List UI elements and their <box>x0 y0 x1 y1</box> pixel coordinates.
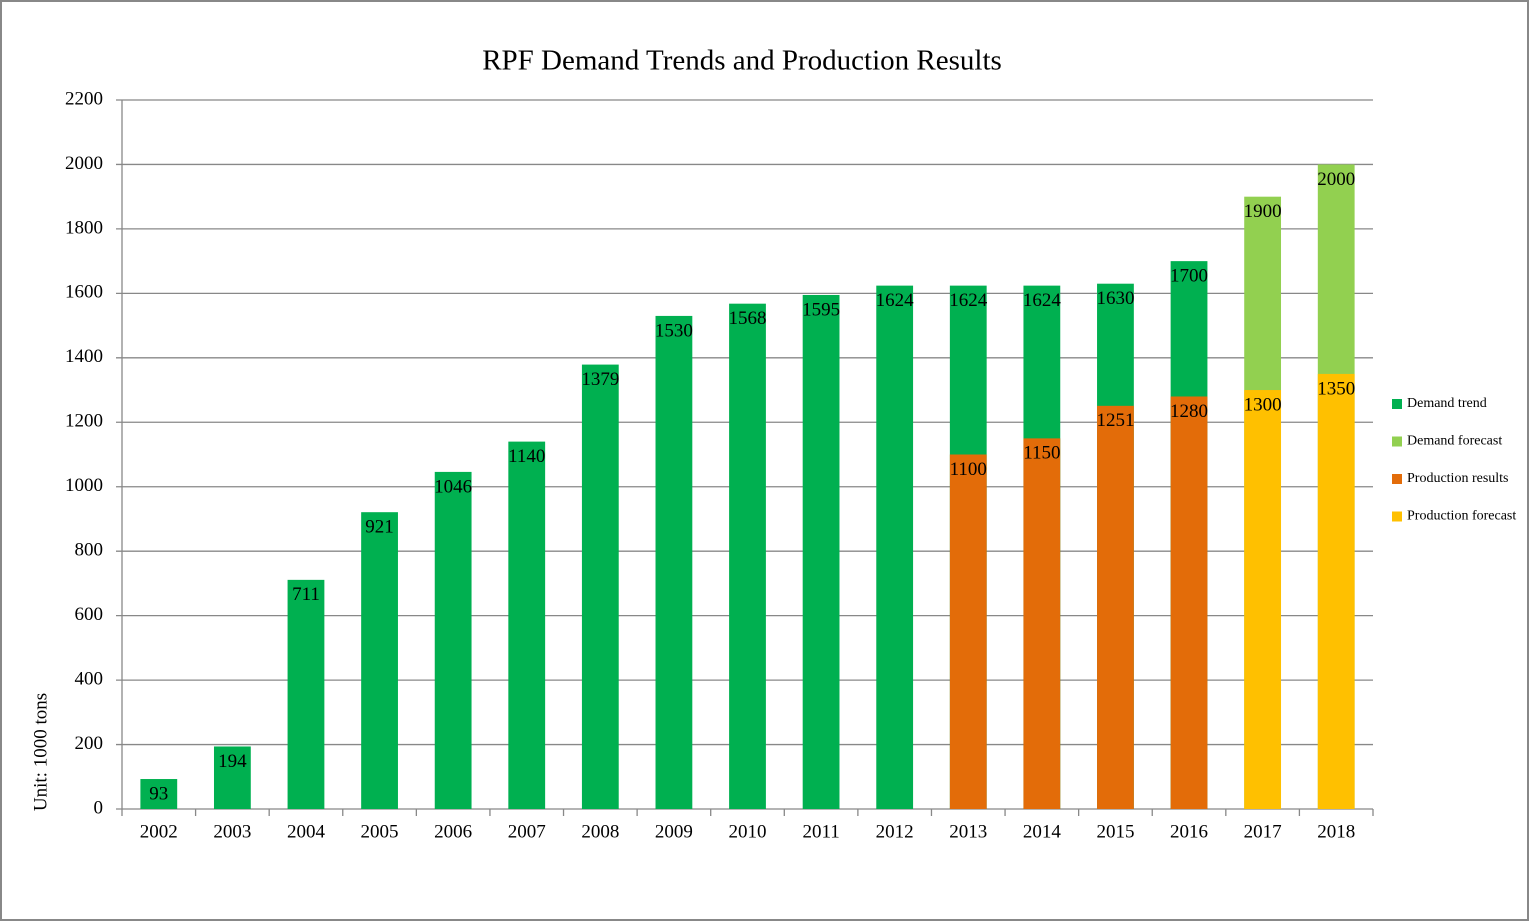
bar <box>1170 396 1208 809</box>
bar <box>287 579 325 809</box>
y-tick-label: 0 <box>94 797 104 818</box>
bar <box>949 454 987 809</box>
legend-label: Demand trend <box>1407 396 1487 411</box>
x-tick-label: 2002 <box>140 821 178 842</box>
y-tick-label: 2000 <box>65 153 103 174</box>
value-label: 1700 <box>1170 265 1208 286</box>
value-label: 1900 <box>1244 201 1282 222</box>
bar <box>655 315 693 809</box>
y-tick-label: 1400 <box>65 346 103 367</box>
value-label: 1300 <box>1244 394 1282 415</box>
value-label: 1350 <box>1317 378 1355 399</box>
value-label: 1624 <box>876 290 915 311</box>
bar <box>1317 373 1355 809</box>
x-tick-label: 2004 <box>287 821 326 842</box>
x-tick-label: 2016 <box>1170 821 1208 842</box>
bar <box>361 512 398 809</box>
x-tick-label: 2015 <box>1096 821 1134 842</box>
legend-swatch <box>1392 474 1402 484</box>
bar <box>581 364 619 809</box>
value-label: 1568 <box>729 308 767 329</box>
bar <box>1023 438 1061 809</box>
y-axis-label: Unit: 1000 tons <box>30 693 51 811</box>
x-tick-label: 2014 <box>1023 821 1062 842</box>
x-tick-label: 2018 <box>1317 821 1355 842</box>
bar <box>802 294 840 810</box>
legend-swatch <box>1392 399 1402 409</box>
x-tick-label: 2010 <box>729 821 767 842</box>
x-tick-label: 2007 <box>508 821 546 842</box>
x-tick-label: 2008 <box>581 821 619 842</box>
bar <box>213 746 251 809</box>
value-label: 1140 <box>508 446 545 467</box>
x-tick-label: 2017 <box>1244 821 1282 842</box>
bar <box>1244 390 1282 809</box>
y-tick-label: 2200 <box>65 88 103 109</box>
x-tick-label: 2009 <box>655 821 693 842</box>
value-label: 194 <box>218 751 247 772</box>
value-label: 1624 <box>1023 290 1062 311</box>
value-label: 1624 <box>949 290 988 311</box>
value-label: 1595 <box>802 299 840 320</box>
bar <box>434 471 472 809</box>
x-tick-label: 2011 <box>802 821 839 842</box>
value-label: 1630 <box>1096 288 1134 309</box>
y-tick-label: 200 <box>75 733 104 754</box>
y-tick-label: 1200 <box>65 411 103 432</box>
bar <box>1097 405 1134 809</box>
x-tick-label: 2005 <box>361 821 399 842</box>
value-label: 93 <box>149 783 168 804</box>
legend-swatch <box>1392 436 1402 447</box>
y-tick-label: 1600 <box>65 282 103 303</box>
x-tick-label: 2003 <box>213 821 251 842</box>
value-label: 1100 <box>950 459 987 480</box>
bar <box>876 285 914 809</box>
value-label: 1150 <box>1023 443 1060 464</box>
x-tick-label: 2006 <box>434 821 472 842</box>
y-tick-label: 1800 <box>65 217 103 238</box>
value-label: 1530 <box>655 320 693 341</box>
value-label: 1251 <box>1096 410 1134 431</box>
legend-swatch <box>1392 511 1402 522</box>
legend-label: Production forecast <box>1407 509 1516 524</box>
bar <box>140 779 178 809</box>
value-label: 2000 <box>1317 169 1355 190</box>
y-tick-label: 1000 <box>65 475 103 496</box>
value-label: 921 <box>365 517 394 538</box>
x-tick-label: 2013 <box>949 821 987 842</box>
bar <box>508 441 546 809</box>
legend-label: Production results <box>1407 471 1509 486</box>
x-tick-label: 2012 <box>876 821 914 842</box>
y-tick-label: 800 <box>75 540 104 561</box>
value-label: 1046 <box>434 476 472 497</box>
value-label: 711 <box>292 584 320 605</box>
value-label: 1280 <box>1170 401 1208 422</box>
y-tick-label: 400 <box>75 668 104 689</box>
y-tick-label: 600 <box>75 604 104 625</box>
legend-label: Demand forecast <box>1407 434 1502 449</box>
chart-title: RPF Demand Trends and Production Results <box>482 45 1002 77</box>
value-label: 1379 <box>581 369 619 390</box>
bar <box>729 303 766 809</box>
